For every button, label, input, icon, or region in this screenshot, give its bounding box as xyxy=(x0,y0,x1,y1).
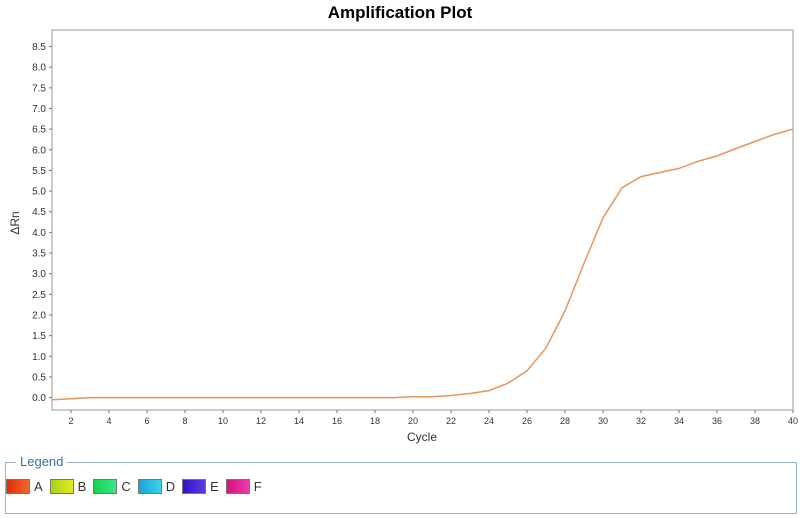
y-tick-label: 6.5 xyxy=(32,125,46,136)
series-layer xyxy=(51,128,794,401)
x-tick-label: 2 xyxy=(68,416,73,426)
y-tick-label: 1.0 xyxy=(32,352,46,363)
x-tick-label: 32 xyxy=(636,416,646,426)
y-tick-label: 6.0 xyxy=(32,145,46,156)
legend-title: Legend xyxy=(16,454,68,469)
x-tick-label: 22 xyxy=(446,416,456,426)
legend-item: D xyxy=(137,479,176,494)
legend-box: Legend A B C D E F xyxy=(5,454,797,514)
y-tick-label: 2.0 xyxy=(32,311,46,322)
y-tick-label: 8.0 xyxy=(32,63,46,74)
y-tick-label: 3.5 xyxy=(32,249,46,260)
y-tick-label: 4.5 xyxy=(32,207,46,218)
legend-label: A xyxy=(34,479,43,494)
x-tick-label: 28 xyxy=(560,416,570,426)
x-tick-label: 20 xyxy=(408,416,418,426)
y-tick-label: 7.0 xyxy=(32,104,46,115)
x-tick-label: 4 xyxy=(106,416,111,426)
legend-item: E xyxy=(182,479,219,494)
legend-label: F xyxy=(253,479,262,494)
chart-title: Amplification Plot xyxy=(327,3,473,22)
x-tick-label: 6 xyxy=(144,416,149,426)
legend-swatch xyxy=(137,479,162,494)
series-line xyxy=(51,128,794,401)
legend-item: C xyxy=(93,479,131,494)
y-tick-label: 5.0 xyxy=(32,187,46,198)
axes-layer: 2 4 6 8 10 12 14 16 18 20 22 24 26 28 30 32 34 36 38 400.00… xyxy=(32,29,798,426)
legend-item: B xyxy=(49,479,87,494)
plot-frame xyxy=(51,29,794,411)
legend-item: A xyxy=(6,479,43,494)
x-tick-label: 8 xyxy=(182,416,187,426)
legend-label: D xyxy=(165,479,176,494)
amplification-plot: 2 4 6 8 10 12 14 16 18 20 22 24 26 28 30 32 34 36 38 400.00… xyxy=(8,29,798,444)
x-tick-label: 30 xyxy=(598,416,608,426)
y-tick-label: 4.0 xyxy=(32,228,46,239)
y-tick-label: 0.0 xyxy=(32,393,46,404)
x-tick-label: 38 xyxy=(750,416,760,426)
legend-swatch xyxy=(6,479,30,494)
y-axis-label: ΔRn xyxy=(8,211,22,234)
x-tick-label: 14 xyxy=(294,416,304,426)
legend-swatch xyxy=(93,479,118,494)
y-tick-label: 3.0 xyxy=(32,269,46,280)
legend-label: B xyxy=(77,479,87,494)
legend-item: F xyxy=(225,479,262,494)
x-tick-label: 16 xyxy=(332,416,342,426)
y-tick-label: 7.5 xyxy=(32,83,46,94)
y-tick-label: 0.5 xyxy=(32,372,46,383)
legend-swatch xyxy=(182,479,207,494)
x-tick-label: 10 xyxy=(218,416,228,426)
x-tick-label: 36 xyxy=(712,416,722,426)
x-tick-label: 12 xyxy=(256,416,266,426)
y-tick-label: 5.5 xyxy=(32,166,46,177)
x-tick-label: 40 xyxy=(788,416,798,426)
y-tick-label: 8.5 xyxy=(32,42,46,53)
legend-swatch xyxy=(49,479,74,494)
legend-items: A B C D E F xyxy=(6,479,269,494)
legend-swatch xyxy=(225,479,250,494)
x-tick-label: 26 xyxy=(522,416,532,426)
y-tick-label: 1.5 xyxy=(32,331,46,342)
x-axis-label: Cycle xyxy=(407,430,437,444)
y-tick-label: 2.5 xyxy=(32,290,46,301)
x-tick-label: 18 xyxy=(370,416,380,426)
legend-label: E xyxy=(210,479,219,494)
x-tick-label: 34 xyxy=(674,416,684,426)
legend-label: C xyxy=(121,479,131,494)
x-tick-label: 24 xyxy=(484,416,494,426)
